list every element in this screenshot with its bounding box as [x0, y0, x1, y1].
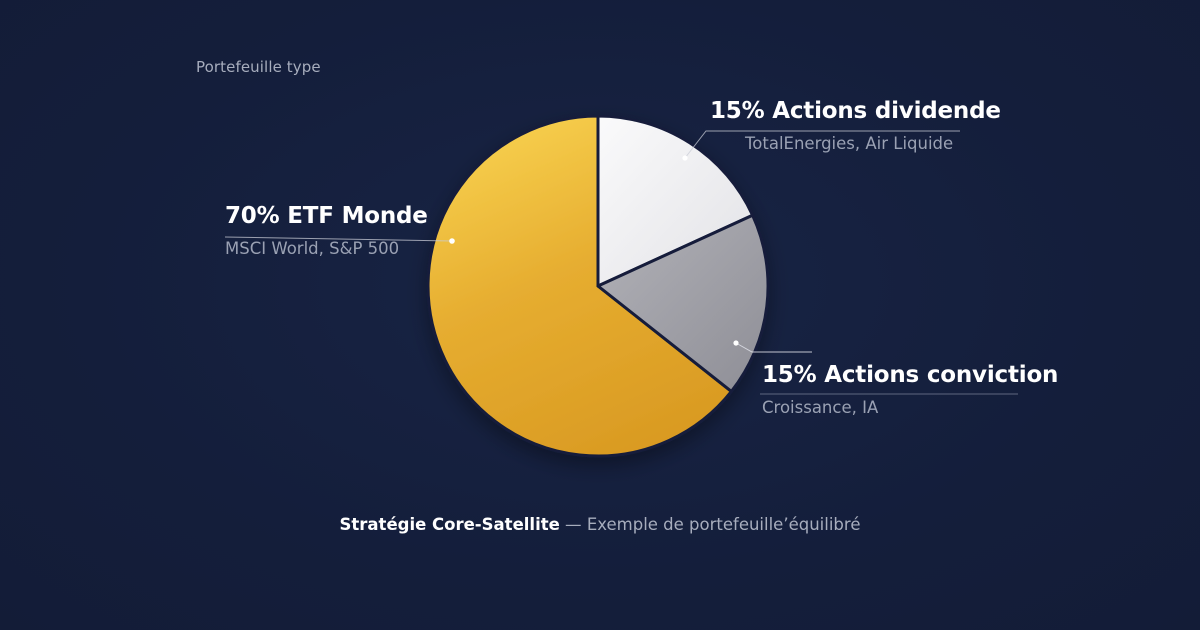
- caption-strategy: Stratégie Core-Satellite: [339, 515, 560, 534]
- slice-actions-dividende[interactable]: [596, 114, 755, 288]
- caption-description: Exemple de portefeuille’équilibré: [586, 515, 861, 534]
- label-detail: MSCI World, S&P 500: [225, 239, 400, 258]
- slice-etf-monde[interactable]: [426, 114, 733, 458]
- label-actions-dividende: 15% Actions dividende TotalEnergies, Air…: [710, 98, 1001, 153]
- slice-actions-conviction[interactable]: [596, 213, 770, 393]
- label-title: 15% Actions conviction: [762, 362, 1059, 388]
- label-title: 70% ETF Monde: [225, 203, 428, 229]
- leader-conviction: [733, 340, 812, 353]
- label-detail: Croissance, IA: [762, 398, 879, 417]
- label-detail: TotalEnergies, Air Liquide: [745, 134, 954, 153]
- caption-separator: —: [559, 515, 587, 534]
- label-actions-conviction: 15% Actions conviction Croissance, IA: [762, 362, 1058, 417]
- label-title: 15% Actions dividende: [710, 98, 1001, 124]
- chart-kicker: Portefeuille type: [196, 58, 321, 76]
- chart-caption: Stratégie Core-Satellite — Exemple de po…: [0, 515, 1200, 534]
- label-etf-monde: 70% ETF Monde MSCI World, S&P 500: [225, 203, 428, 258]
- leader-dividende: [682, 130, 960, 161]
- leader-etf: [224, 236, 455, 244]
